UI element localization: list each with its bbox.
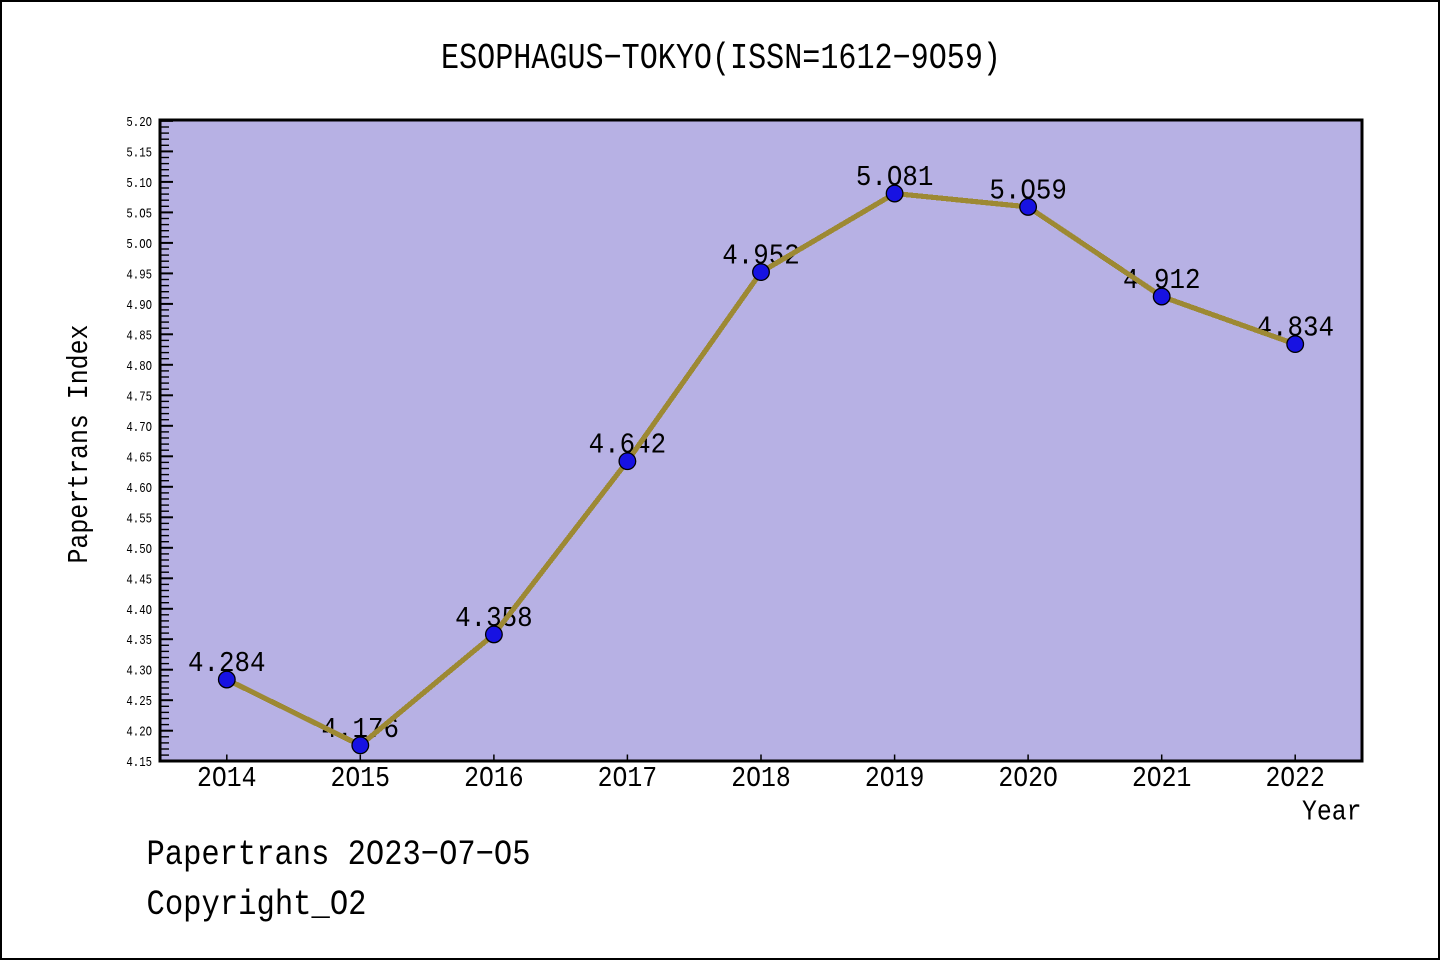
svg-text:4.5O: 4.5O bbox=[126, 542, 152, 558]
svg-text:4.95: 4.95 bbox=[126, 267, 152, 283]
svg-text:Year: Year bbox=[1302, 796, 1362, 829]
svg-text:2O18: 2O18 bbox=[731, 762, 791, 795]
svg-text:2O16: 2O16 bbox=[464, 762, 524, 795]
svg-text:4.75: 4.75 bbox=[126, 389, 152, 405]
svg-text:2O2O: 2O2O bbox=[998, 762, 1058, 795]
svg-text:ESOPHAGUS−TOKYO(ISSN=1612−9O59: ESOPHAGUS−TOKYO(ISSN=1612−9O59) bbox=[441, 38, 1001, 79]
svg-text:4.4O: 4.4O bbox=[126, 603, 152, 619]
svg-text:2O21: 2O21 bbox=[1132, 762, 1192, 795]
svg-text:4.45: 4.45 bbox=[126, 572, 152, 588]
svg-text:Copyright_O2: Copyright_O2 bbox=[147, 885, 367, 925]
svg-text:5.2O: 5.2O bbox=[126, 115, 152, 131]
svg-text:2O22: 2O22 bbox=[1265, 762, 1325, 795]
svg-text:4.85: 4.85 bbox=[126, 328, 152, 344]
svg-text:5.1O: 5.1O bbox=[126, 176, 152, 192]
svg-text:5.O5: 5.O5 bbox=[126, 206, 152, 222]
svg-text:2O15: 2O15 bbox=[331, 762, 391, 795]
svg-text:4.25: 4.25 bbox=[126, 694, 152, 710]
svg-text:2O17: 2O17 bbox=[598, 762, 658, 795]
svg-text:5.OO: 5.OO bbox=[126, 237, 152, 253]
svg-text:5.15: 5.15 bbox=[126, 145, 152, 161]
svg-text:Papertrans Index: Papertrans Index bbox=[63, 325, 96, 564]
svg-text:4.35: 4.35 bbox=[126, 633, 152, 649]
svg-text:Papertrans 2O23−O7−O5: Papertrans 2O23−O7−O5 bbox=[147, 835, 531, 875]
svg-text:4.3O: 4.3O bbox=[126, 664, 152, 680]
svg-text:4.65: 4.65 bbox=[126, 450, 152, 466]
svg-text:4.9O: 4.9O bbox=[126, 298, 152, 314]
svg-text:4.2O: 4.2O bbox=[126, 725, 152, 741]
svg-text:2O14: 2O14 bbox=[197, 762, 257, 795]
svg-text:2O19: 2O19 bbox=[865, 762, 925, 795]
svg-text:4.55: 4.55 bbox=[126, 511, 152, 527]
svg-text:4.8O: 4.8O bbox=[126, 359, 152, 375]
svg-text:4.15: 4.15 bbox=[126, 755, 152, 771]
svg-text:4.7O: 4.7O bbox=[126, 420, 152, 436]
svg-text:4.6O: 4.6O bbox=[126, 481, 152, 497]
